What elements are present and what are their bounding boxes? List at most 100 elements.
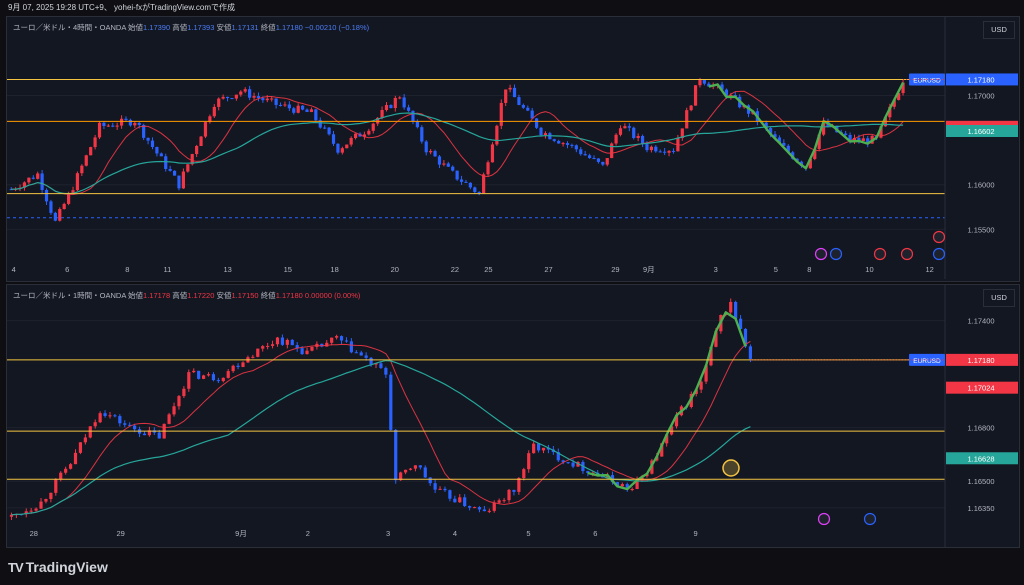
chart-pane-1h[interactable]: 1.17400 1.16800 1.16500 1.16350 EURUSD 1.1718… — [6, 284, 1020, 548]
candle-body — [866, 138, 870, 144]
x-tick-label: 6 — [65, 265, 69, 274]
x-tick-label: 5 — [526, 529, 530, 538]
candle-body — [764, 122, 768, 129]
candle-body — [231, 365, 235, 372]
candle-body — [645, 144, 649, 151]
candle-body — [442, 163, 446, 165]
candle-body — [295, 345, 299, 349]
candle-body — [610, 143, 614, 159]
y-tick-label: 1.16800 — [967, 424, 994, 433]
y-tick-label: 1.16000 — [967, 181, 994, 190]
candle-body — [627, 126, 631, 128]
candle-body — [212, 106, 216, 117]
x-tick-label: 8 — [125, 265, 129, 274]
candle-body — [325, 342, 329, 347]
candle-body — [704, 365, 708, 382]
candle-body — [663, 151, 667, 153]
candle-body — [620, 484, 624, 487]
candle-body — [270, 98, 274, 100]
currency-button[interactable]: USD — [983, 21, 1015, 39]
tradingview-logo[interactable]: TV TradingView — [8, 559, 108, 575]
candle-body — [128, 119, 133, 126]
candle-body — [654, 146, 658, 152]
x-tick-label: 29 — [611, 265, 619, 274]
candle-body — [773, 134, 777, 138]
legend-close: 1.17180 — [275, 23, 303, 32]
candle-body — [367, 130, 371, 135]
candle-body — [618, 128, 623, 135]
candle-body — [428, 477, 432, 484]
candle-body — [320, 343, 324, 347]
candle-body — [536, 443, 541, 451]
candle-body — [817, 134, 821, 149]
candle-body — [592, 157, 596, 159]
candle-body — [848, 134, 852, 142]
event-marker-icon — [932, 247, 946, 261]
y-tick-label: 1.17400 — [967, 317, 994, 326]
candle-body — [314, 109, 318, 121]
candle-body — [115, 125, 119, 127]
candle-body — [709, 346, 713, 366]
candle-body — [88, 426, 92, 438]
x-tick-label: 25 — [484, 265, 492, 274]
candle-body — [49, 201, 53, 213]
x-tick-label: 27 — [544, 265, 552, 274]
candle-body — [610, 475, 615, 483]
candle-body — [408, 468, 413, 470]
candle-body — [34, 508, 38, 511]
candle-body — [208, 116, 212, 123]
candle-body — [738, 318, 743, 329]
candle-body — [9, 514, 14, 517]
chart-pane-4h[interactable]: 1.170001.160001.15500EURUSD1.171801.1664… — [6, 16, 1020, 282]
candle-body — [54, 479, 58, 493]
candle-body — [40, 173, 44, 190]
candle-body — [443, 488, 447, 491]
candle-body — [777, 137, 782, 143]
event-marker-icon — [900, 247, 914, 261]
legend-title: ユーロ／米ドル・4時間・OANDA — [13, 23, 126, 32]
candle-body — [888, 106, 892, 118]
candle-body — [808, 158, 812, 169]
candle-body — [221, 377, 225, 382]
candle-body — [424, 141, 428, 153]
candle-body — [640, 135, 645, 145]
candle-body — [292, 108, 296, 113]
candle-body — [261, 98, 265, 101]
legend-low-label: 安値 — [216, 291, 232, 300]
legend-low: 1.17131 — [231, 23, 259, 32]
candle-body — [353, 133, 358, 139]
candle-body — [248, 89, 252, 98]
candle-body — [168, 168, 172, 171]
candle-body — [517, 97, 521, 105]
candle-body — [487, 510, 491, 512]
candle-body — [786, 145, 790, 153]
candle-body — [67, 193, 71, 204]
candle-body — [62, 203, 66, 210]
candle-body — [579, 149, 583, 155]
chart-canvas-4h[interactable]: 1.170001.160001.15500EURUSD1.171801.1664… — [7, 17, 1019, 281]
chart-canvas-1h[interactable]: 1.17400 1.16800 1.16500 1.16350 EURUSD 1.1718… — [7, 285, 1019, 547]
candle-body — [403, 469, 408, 473]
candle-body — [327, 127, 331, 135]
candle-body — [256, 348, 260, 357]
candle-body — [451, 166, 455, 171]
candle-body — [406, 107, 411, 111]
candle-body — [464, 181, 468, 183]
candle-body — [93, 422, 97, 427]
currency-button[interactable]: USD — [983, 289, 1015, 307]
ma-slow-line — [11, 112, 904, 195]
legend-change: −0.00210 (−0.18%) — [304, 23, 370, 32]
candle-body — [539, 127, 543, 136]
candle-body — [693, 85, 698, 106]
candle-body — [667, 150, 671, 153]
x-tick-label: 22 — [451, 265, 459, 274]
candle-body — [418, 465, 422, 468]
candle-body — [411, 110, 415, 122]
legend-close-label: 終値 — [260, 23, 276, 32]
candle-body — [455, 170, 459, 180]
candle-body — [557, 140, 561, 144]
candle-body — [159, 153, 163, 157]
x-tick-label: 10 — [865, 265, 873, 274]
candle-body — [541, 447, 546, 451]
candle-body — [507, 489, 511, 501]
